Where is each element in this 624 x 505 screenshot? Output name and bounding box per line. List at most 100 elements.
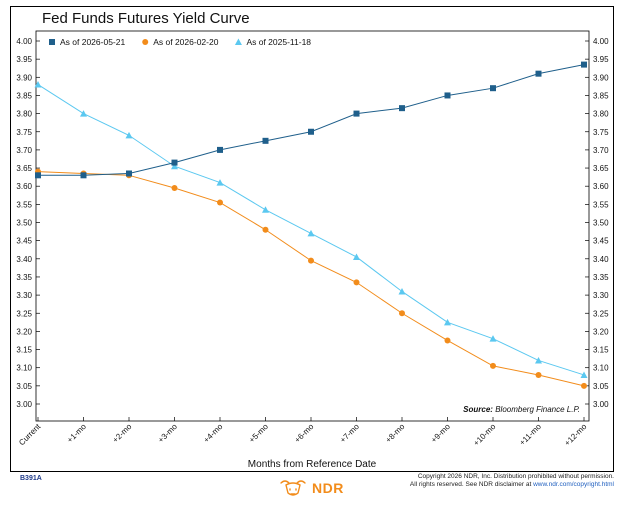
- x-tick-label: +12-mo: [563, 422, 589, 448]
- y-tick-label-left: 3.05: [16, 382, 32, 391]
- y-tick-label-right: 3.65: [593, 164, 609, 173]
- x-tick-label: +7-mo: [338, 422, 361, 445]
- data-point-square: [171, 159, 178, 166]
- y-tick-label-left: 3.75: [16, 128, 32, 137]
- data-point-triangle: [398, 287, 406, 295]
- data-point-square: [49, 39, 55, 45]
- data-point-square: [490, 85, 496, 92]
- x-tick-label: +2-mo: [111, 422, 134, 445]
- y-tick-label-left: 3.15: [16, 346, 32, 355]
- y-tick-label-right: 3.50: [593, 219, 609, 228]
- y-tick-label-right: 3.30: [593, 291, 609, 300]
- data-point-square: [353, 110, 360, 117]
- data-point-triangle: [580, 371, 588, 378]
- y-tick-label-right: 3.95: [593, 55, 609, 64]
- x-axis-label: Months from Reference Date: [247, 459, 377, 470]
- data-point-triangle: [234, 38, 242, 45]
- y-tick-label-right: 3.45: [593, 237, 609, 246]
- data-point-circle: [262, 226, 269, 233]
- source-note: Source: Bloomberg Finance L.P.: [463, 405, 580, 414]
- y-tick-label-left: 3.45: [16, 237, 32, 246]
- chart-code: B391A: [20, 475, 42, 482]
- x-tick-label: +8-mo: [384, 422, 407, 445]
- ndr-logo: NDR: [278, 477, 344, 499]
- source-text: Bloomberg Finance L.P.: [495, 405, 580, 414]
- series-line: [38, 64, 585, 176]
- legend-label: As of 2026-02-20: [153, 37, 218, 47]
- plot-area: [35, 30, 590, 422]
- y-tick-label-right: 3.55: [593, 200, 609, 209]
- y-tick-label-right: 3.15: [593, 346, 609, 355]
- y-tick-label-right: 3.20: [593, 327, 609, 336]
- y-tick-label-right: 3.90: [593, 73, 609, 82]
- y-tick-label-right: 3.25: [593, 309, 609, 318]
- data-point-square: [399, 105, 405, 112]
- chart-title: Fed Funds Futures Yield Curve: [42, 10, 250, 27]
- data-point-circle: [535, 371, 542, 378]
- x-tick-label: +3-mo: [156, 422, 179, 445]
- y-tick-label-left: 3.00: [16, 400, 32, 409]
- y-tick-label-left: 3.30: [16, 291, 32, 300]
- y-tick-label-right: 3.70: [593, 146, 609, 155]
- y-tick-label-right: 3.00: [593, 400, 609, 409]
- copyright-line1: Copyright 2026 NDR, Inc. Distribution pr…: [417, 473, 614, 480]
- data-point-square: [80, 172, 87, 179]
- y-tick-label-left: 3.10: [16, 364, 32, 373]
- data-point-square: [308, 128, 314, 135]
- data-point-triangle: [216, 179, 224, 186]
- legend-label: As of 2025-11-18: [246, 37, 311, 47]
- data-point-triangle: [353, 253, 360, 260]
- copyright-link[interactable]: www.ndr.com/copyright.html: [533, 481, 614, 488]
- x-tick-label: +10-mo: [472, 422, 498, 448]
- data-point-square: [535, 70, 542, 77]
- data-point-triangle: [444, 318, 451, 326]
- ndr-bull-icon: [280, 480, 306, 496]
- y-tick-label-left: 3.25: [16, 309, 32, 318]
- data-point-circle: [171, 185, 178, 192]
- y-tick-label-right: 3.80: [593, 110, 609, 119]
- series-line: [37, 84, 585, 376]
- data-point-triangle: [171, 162, 178, 170]
- y-tick-label-left: 3.85: [16, 91, 32, 100]
- chart-frame: [10, 6, 614, 472]
- y-tick-label-right: 4.00: [593, 37, 609, 46]
- data-point-triangle: [262, 206, 269, 213]
- y-tick-label-right: 3.85: [593, 91, 609, 100]
- data-point-circle: [444, 337, 451, 344]
- y-tick-label-right: 3.60: [593, 182, 609, 191]
- data-point-triangle: [125, 131, 133, 139]
- data-point-square: [35, 172, 41, 179]
- data-point-circle: [308, 257, 314, 264]
- data-point-triangle: [489, 335, 497, 342]
- x-tick-label: +6-mo: [293, 422, 316, 445]
- data-point-circle: [581, 382, 587, 389]
- x-tick-label: +11-mo: [518, 422, 544, 448]
- data-point-square: [262, 137, 269, 144]
- data-point-triangle: [34, 81, 42, 88]
- source-label: Source:: [463, 405, 493, 414]
- x-tick-label: +5-mo: [247, 422, 270, 445]
- data-point-square: [581, 61, 587, 68]
- data-point-triangle: [307, 229, 315, 237]
- series-line: [37, 171, 585, 387]
- data-point-circle: [353, 279, 360, 286]
- y-tick-label-left: 3.80: [16, 110, 32, 119]
- data-point-square: [217, 146, 223, 153]
- copyright-line2: All rights reserved. See NDR disclaimer …: [409, 481, 534, 488]
- y-tick-label-left: 3.55: [16, 200, 32, 209]
- x-tick-label: +9-mo: [429, 422, 452, 445]
- data-point-circle: [490, 362, 496, 369]
- y-tick-label-left: 3.90: [16, 73, 32, 82]
- y-tick-label-right: 3.75: [593, 128, 609, 137]
- y-tick-label-left: 4.00: [16, 37, 32, 46]
- x-tick-label: +1-mo: [65, 422, 88, 445]
- y-tick-label-left: 3.70: [16, 146, 32, 155]
- copyright-notice: Copyright 2026 NDR, Inc. Distribution pr…: [410, 473, 614, 489]
- y-tick-label-right: 3.35: [593, 273, 609, 282]
- data-point-circle: [399, 310, 405, 317]
- y-tick-label-left: 3.50: [16, 219, 32, 228]
- x-tick-label: Current: [17, 422, 43, 448]
- x-tick-label: +4-mo: [202, 422, 225, 445]
- legend-label: As of 2026-05-21: [60, 37, 125, 47]
